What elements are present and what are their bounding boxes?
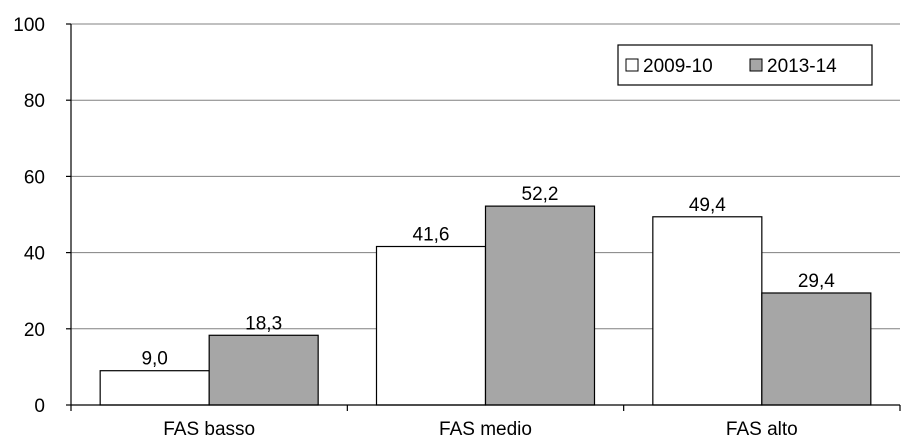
x-tick-labels: FAS basso FAS medio FAS alto xyxy=(163,419,798,440)
legend-label: 2013-14 xyxy=(767,56,837,77)
data-label: 18,3 xyxy=(245,313,282,334)
axes xyxy=(66,23,901,411)
y-tick-label: 20 xyxy=(24,320,45,341)
data-label: 29,4 xyxy=(798,271,835,292)
bar-2009-10-fas-basso xyxy=(99,370,210,406)
legend-box xyxy=(617,44,873,86)
legend-label: 2009-10 xyxy=(643,56,713,77)
bar-2013-14-fas-basso xyxy=(208,334,319,406)
y-tick-labels: 0 20 40 60 80 100 xyxy=(13,15,45,417)
bar-2013-14-fas-alto xyxy=(761,292,872,406)
data-label: 49,4 xyxy=(689,195,726,216)
bars xyxy=(99,205,872,406)
x-tick-label: FAS basso xyxy=(163,419,255,440)
legend: 2009-10 2013-14 xyxy=(617,44,873,86)
y-tick-label: 0 xyxy=(34,396,45,417)
y-tick-label: 80 xyxy=(24,91,45,112)
data-label: 9,0 xyxy=(141,349,167,370)
y-tick-label: 40 xyxy=(24,244,45,265)
x-tick-label: FAS alto xyxy=(726,419,798,440)
data-label: 52,2 xyxy=(522,184,559,205)
legend-swatch-2009-10 xyxy=(625,58,639,72)
bar-2009-10-fas-medio xyxy=(375,245,487,406)
y-tick-label: 100 xyxy=(13,15,45,36)
x-tick-label: FAS medio xyxy=(439,419,532,440)
y-tick-label: 60 xyxy=(24,167,45,188)
data-labels: 9,0 18,3 41,6 52,2 49,4 29,4 xyxy=(141,184,835,370)
bar-2013-14-fas-medio xyxy=(484,205,596,406)
bar-2009-10-fas-alto xyxy=(652,216,763,406)
legend-swatch-2013-14 xyxy=(749,58,763,72)
data-label: 41,6 xyxy=(413,225,450,246)
